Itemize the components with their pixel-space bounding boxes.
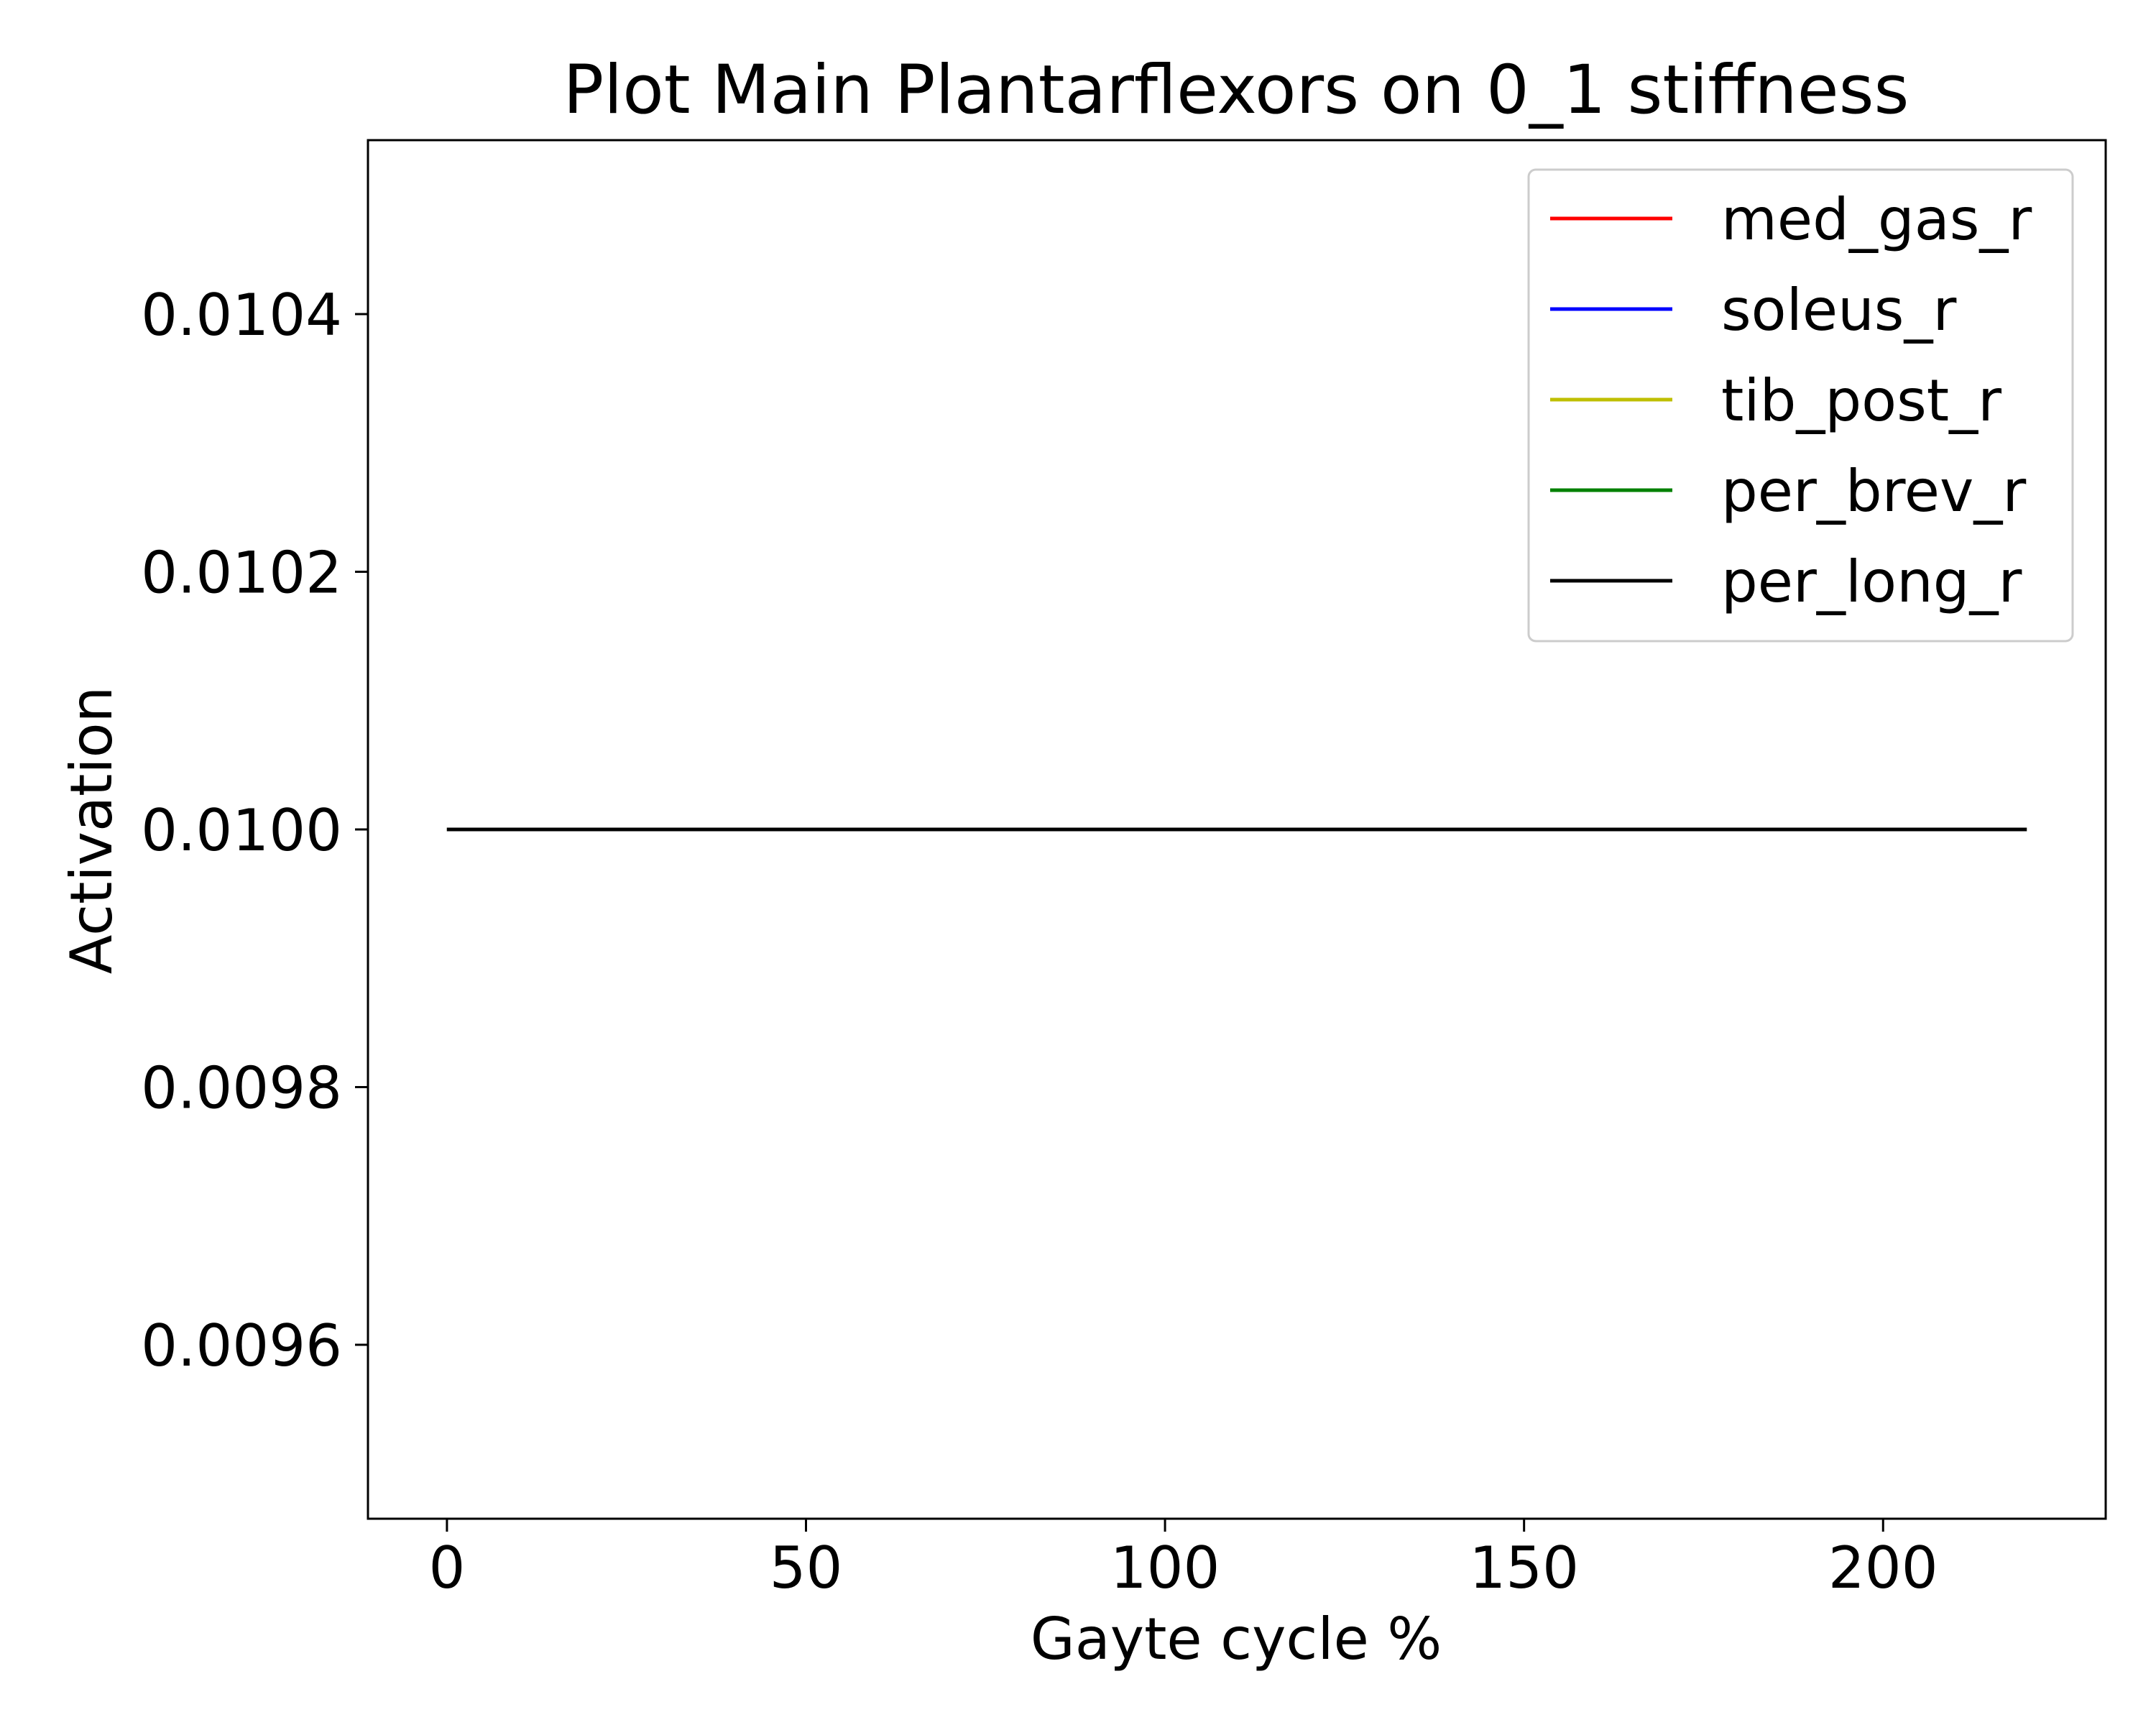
- chart-title: Plot Main Plantarflexors on 0_1 stiffnes…: [563, 51, 1909, 129]
- y-tick-label: 0.0098: [141, 1055, 342, 1122]
- x-tick-label: 150: [1469, 1535, 1579, 1601]
- y-tick-label: 0.0102: [141, 539, 342, 606]
- legend-label: tib_post_r: [1721, 367, 2001, 434]
- legend-label: soleus_r: [1721, 277, 1956, 344]
- legend: med_gas_r soleus_r tib_post_r per_brev_rper…: [1527, 168, 2074, 643]
- legend-label: med_gas_r: [1721, 186, 2032, 253]
- x-axis: 0 50 100 150 200: [428, 1519, 1938, 1601]
- x-tick-label: 50: [770, 1535, 843, 1601]
- legend-box: [1527, 168, 2074, 643]
- y-tick-label: 0.0100: [141, 797, 342, 864]
- x-tick-label: 100: [1110, 1535, 1220, 1601]
- y-tick-label: 0.0096: [141, 1312, 342, 1379]
- y-axis-label: Activation: [58, 686, 125, 975]
- y-tick-label: 0.0104: [141, 282, 342, 349]
- x-axis-label: Gayte cycle %: [1031, 1606, 1442, 1673]
- x-tick-label: 200: [1828, 1535, 1938, 1601]
- legend-label: per_brev_r: [1721, 458, 2026, 525]
- x-tick-label: 0: [428, 1535, 465, 1601]
- y-axis: 0.0096 0.0098 0.0100 0.0102 0.0104: [141, 282, 368, 1379]
- legend-label: per_long_r: [1721, 548, 2022, 615]
